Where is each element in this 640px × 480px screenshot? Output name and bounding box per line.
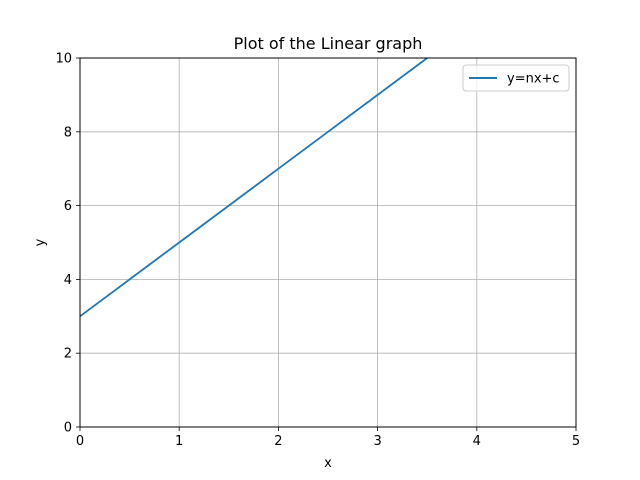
x-tick-label: 2 — [274, 434, 282, 449]
x-tick-label: 3 — [373, 434, 381, 449]
y-tick-label: 10 — [55, 52, 72, 67]
y-tick-label: 6 — [64, 199, 72, 214]
x-tick-label: 4 — [473, 434, 481, 449]
chart-title: Plot of the Linear graph — [234, 34, 423, 53]
legend-entry-label: y=nx+c — [507, 72, 560, 87]
legend: y=nx+c — [462, 64, 570, 92]
y-axis-label: y — [33, 238, 48, 246]
axis-ticks: 0 1 2 3 4 5 0 2 4 6 8 10 — [55, 52, 580, 450]
y-tick-label: 0 — [64, 421, 72, 436]
series-line — [79, 57, 428, 318]
y-tick-label: 4 — [64, 273, 72, 288]
x-tick-label: 1 — [175, 434, 183, 449]
y-tick-label: 8 — [64, 125, 72, 140]
plot-series — [79, 57, 428, 318]
axes-frame — [79, 57, 577, 428]
y-tick-label: 2 — [64, 347, 72, 362]
x-axis-label: x — [324, 456, 332, 471]
legend-box — [462, 64, 570, 92]
x-tick-label: 5 — [572, 434, 580, 449]
x-tick-label: 0 — [76, 434, 84, 449]
